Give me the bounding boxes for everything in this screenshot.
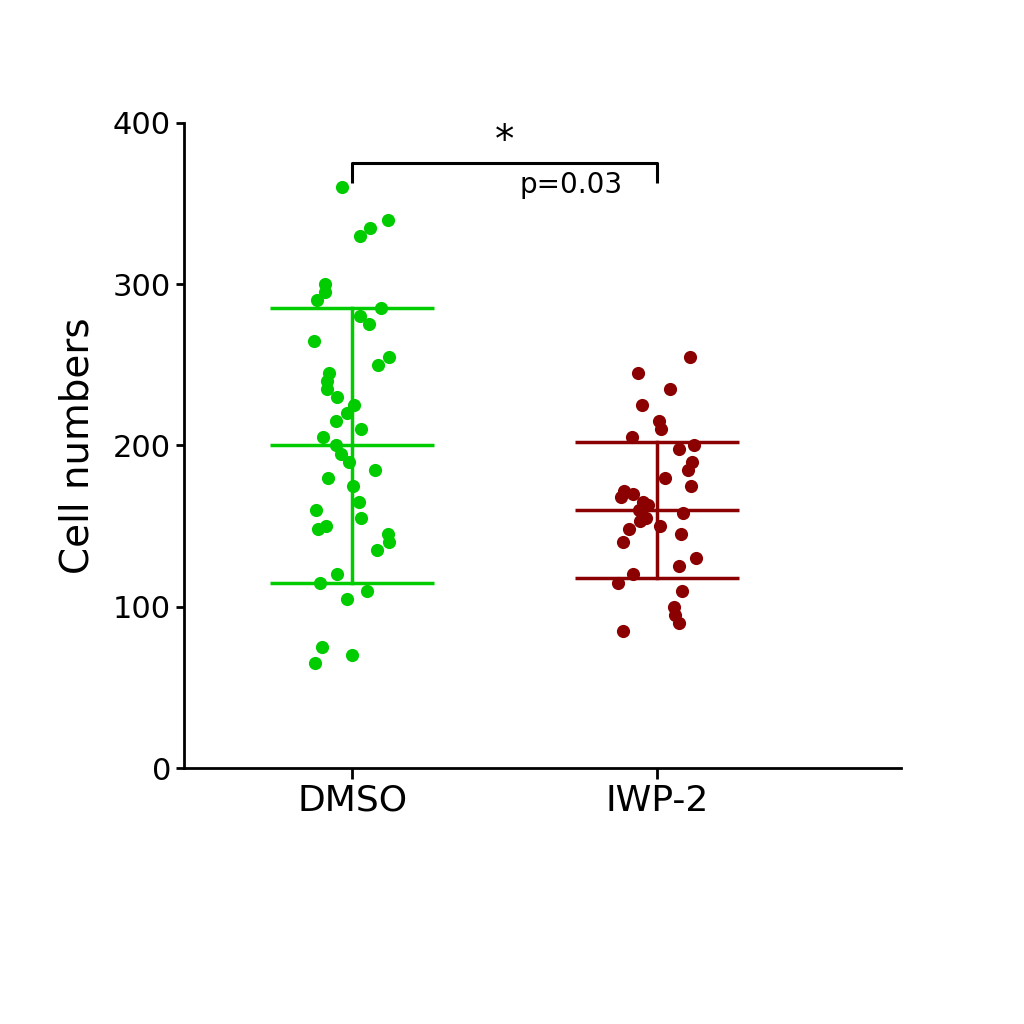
Point [373, 300, 389, 316]
Point [312, 574, 329, 591]
Point [673, 526, 689, 543]
Point [329, 389, 345, 406]
Point [631, 502, 647, 518]
Point [662, 381, 678, 397]
Point [318, 381, 335, 397]
Point [632, 513, 648, 529]
Point [640, 497, 656, 513]
Point [367, 462, 383, 478]
Point [329, 566, 345, 583]
Point [634, 397, 650, 414]
Point [635, 494, 651, 510]
Point [346, 397, 362, 414]
Point [380, 526, 396, 543]
Point [309, 521, 326, 538]
Point [380, 212, 396, 228]
Point [352, 421, 369, 437]
Point [328, 437, 344, 454]
Point [671, 614, 687, 631]
Point [317, 518, 334, 535]
Point [333, 445, 349, 462]
Point [369, 542, 385, 558]
Point [612, 488, 629, 505]
Point [360, 316, 377, 333]
Point [362, 219, 379, 236]
Point [314, 639, 331, 655]
Point [340, 454, 356, 470]
Point [671, 440, 687, 457]
Point [318, 373, 335, 389]
Point [630, 365, 646, 381]
Point [328, 413, 344, 429]
Point [680, 462, 696, 478]
Point [684, 454, 700, 470]
Point [674, 583, 690, 599]
Point [652, 518, 669, 535]
Point [675, 505, 691, 521]
Point [615, 535, 632, 551]
Point [371, 356, 387, 373]
Point [309, 292, 326, 308]
Point [339, 404, 355, 422]
Point [624, 429, 640, 445]
Text: *: * [495, 122, 514, 160]
Point [671, 558, 687, 574]
Point [686, 437, 702, 454]
Point [615, 623, 632, 639]
Point [681, 348, 697, 365]
Text: p=0.03: p=0.03 [520, 171, 623, 200]
Point [316, 284, 333, 300]
Point [682, 477, 698, 494]
Point [656, 469, 673, 486]
Point [334, 179, 350, 196]
Point [307, 655, 324, 672]
Point [381, 348, 397, 365]
Point [625, 566, 641, 583]
Point [321, 469, 337, 486]
Point [621, 521, 637, 538]
Point [306, 333, 323, 349]
Point [381, 535, 397, 551]
Point [351, 227, 368, 244]
Point [352, 308, 369, 325]
Point [345, 477, 361, 494]
Point [667, 606, 683, 623]
Y-axis label: Cell numbers: Cell numbers [58, 317, 96, 573]
Point [358, 583, 375, 599]
Point [638, 510, 654, 526]
Point [339, 591, 355, 607]
Point [687, 550, 703, 566]
Point [316, 275, 333, 293]
Point [625, 485, 641, 502]
Point [351, 494, 368, 510]
Point [308, 502, 325, 518]
Point [322, 365, 338, 381]
Point [609, 574, 626, 591]
Point [352, 510, 369, 526]
Point [616, 482, 633, 499]
Point [650, 413, 667, 429]
Point [666, 598, 682, 614]
Point [343, 647, 359, 664]
Point [652, 421, 669, 437]
Point [315, 429, 332, 445]
